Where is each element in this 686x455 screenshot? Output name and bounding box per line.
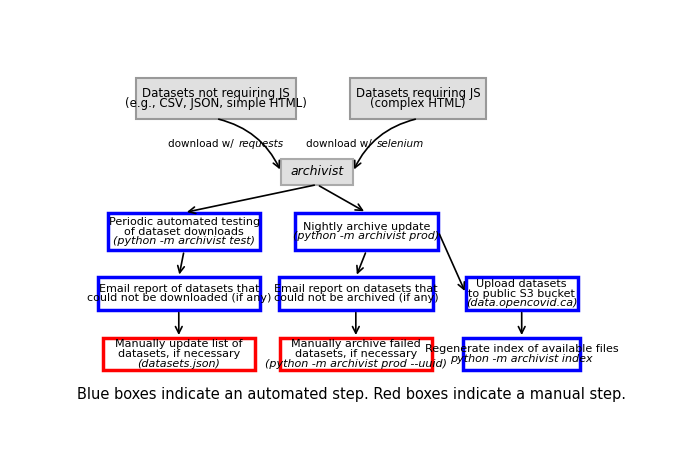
Text: datasets, if necessary: datasets, if necessary <box>118 349 240 359</box>
Text: (datasets.json): (datasets.json) <box>137 359 220 369</box>
Text: Datasets requiring JS: Datasets requiring JS <box>356 87 480 100</box>
Text: Blue boxes indicate an automated step. Red boxes indicate a manual step.: Blue boxes indicate an automated step. R… <box>77 387 626 402</box>
FancyBboxPatch shape <box>103 338 255 370</box>
FancyBboxPatch shape <box>137 78 296 119</box>
Text: download w/: download w/ <box>307 139 375 149</box>
Text: python -m archivist index: python -m archivist index <box>451 354 593 364</box>
Text: archivist: archivist <box>290 166 344 178</box>
Text: of dataset downloads: of dataset downloads <box>124 227 244 237</box>
Text: datasets, if necessary: datasets, if necessary <box>295 349 417 359</box>
FancyBboxPatch shape <box>280 338 431 370</box>
Text: (e.g., CSV, JSON, simple HTML): (e.g., CSV, JSON, simple HTML) <box>125 97 307 110</box>
Text: (python -m archivist prod): (python -m archivist prod) <box>294 232 440 242</box>
FancyBboxPatch shape <box>295 212 438 250</box>
Text: Periodic automated testing: Periodic automated testing <box>108 217 260 227</box>
Text: Email report on datasets that: Email report on datasets that <box>274 283 438 293</box>
Text: could not be downloaded (if any): could not be downloaded (if any) <box>86 293 271 303</box>
Text: selenium: selenium <box>377 139 424 149</box>
Text: (complex HTML): (complex HTML) <box>370 97 466 110</box>
Text: Manually update list of: Manually update list of <box>115 339 243 349</box>
Text: to public S3 bucket: to public S3 bucket <box>469 288 575 298</box>
FancyBboxPatch shape <box>97 277 260 310</box>
Text: Manually archive failed: Manually archive failed <box>291 339 421 349</box>
Text: (data.opencovid.ca): (data.opencovid.ca) <box>466 298 578 308</box>
Text: requests: requests <box>238 139 283 149</box>
Text: Email report of datasets that: Email report of datasets that <box>99 283 259 293</box>
FancyBboxPatch shape <box>281 159 353 185</box>
FancyBboxPatch shape <box>463 338 580 370</box>
FancyBboxPatch shape <box>108 212 260 250</box>
Text: Upload datasets: Upload datasets <box>477 279 567 289</box>
Text: Datasets not requiring JS: Datasets not requiring JS <box>142 87 290 100</box>
Text: download w/: download w/ <box>168 139 237 149</box>
FancyBboxPatch shape <box>279 277 433 310</box>
Text: (python -m archivist test): (python -m archivist test) <box>113 236 255 246</box>
FancyBboxPatch shape <box>466 277 578 310</box>
Text: Nightly archive update: Nightly archive update <box>303 222 430 232</box>
FancyBboxPatch shape <box>351 78 486 119</box>
Text: (python -m archivist prod --uuid): (python -m archivist prod --uuid) <box>265 359 447 369</box>
Text: could not be archived (if any): could not be archived (if any) <box>274 293 438 303</box>
Text: Regenerate index of available files: Regenerate index of available files <box>425 344 619 354</box>
